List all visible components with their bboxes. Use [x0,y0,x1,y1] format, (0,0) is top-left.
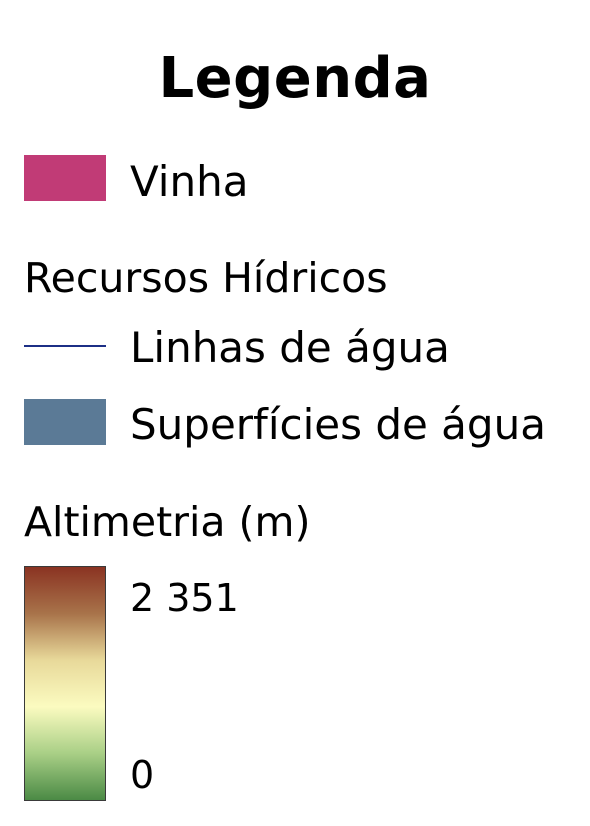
linhas-de-agua-line-symbol [24,345,106,347]
legend-title: Legenda [158,46,432,111]
vinha-label: Vinha [130,157,249,206]
recursos-hidricos-title: Recursos Hídricos [24,254,388,302]
altimetria-max-label: 2 351 [130,576,239,620]
altimetria-color-ramp [24,566,106,801]
linhas-de-agua-label: Linhas de água [130,323,450,372]
superficies-de-agua-swatch [24,399,106,445]
altimetria-title: Altimetria (m) [24,498,311,546]
vinha-swatch [24,155,106,201]
superficies-de-agua-label: Superfícies de água [130,400,546,449]
altimetria-min-label: 0 [130,753,155,797]
